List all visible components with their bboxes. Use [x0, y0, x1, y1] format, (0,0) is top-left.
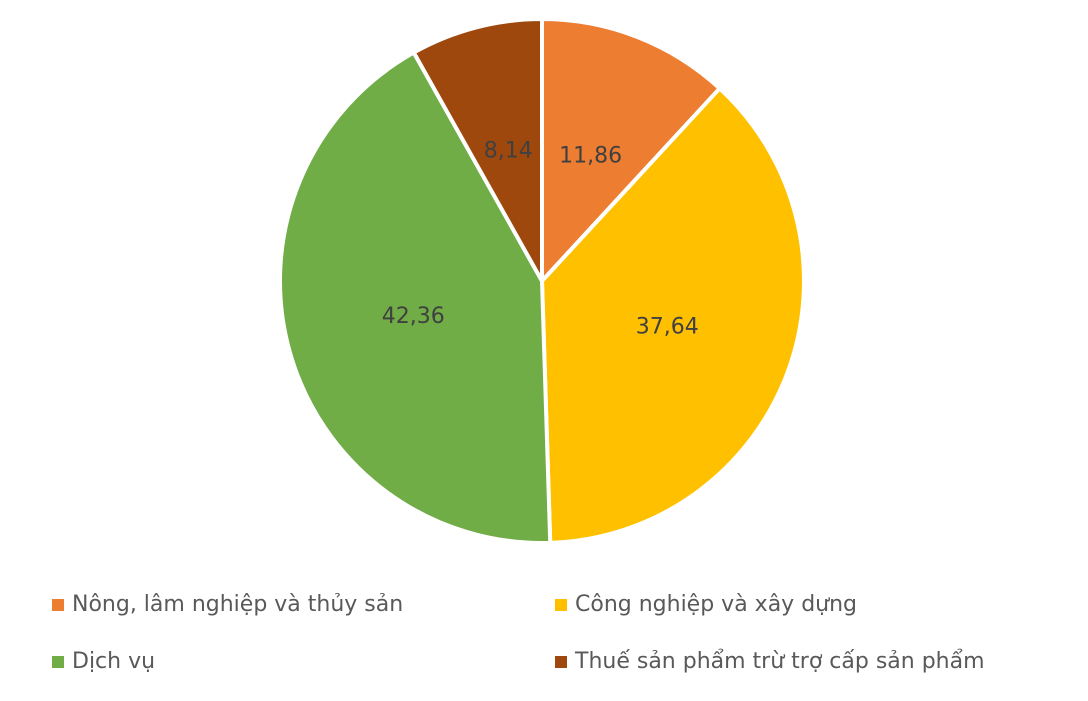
legend-label: Công nghiệp và xây dựng	[575, 592, 857, 617]
legend-marker	[52, 656, 64, 668]
data-label: 42,36	[382, 304, 445, 329]
data-label: 8,14	[484, 139, 533, 164]
pie-slice	[411, 16, 544, 289]
legend-label: Dịch vụ	[72, 649, 155, 674]
legend-label: Thuế sản phẩm trừ trợ cấp sản phẩm	[574, 649, 985, 674]
data-label: 37,64	[636, 315, 699, 340]
legend-marker	[555, 599, 567, 611]
legend-marker	[555, 656, 567, 668]
pie-slice	[278, 49, 553, 545]
legend-label: Nông, lâm nghiệp và thủy sản	[72, 592, 403, 617]
pie-slice	[539, 85, 806, 545]
legend-marker	[52, 599, 64, 611]
pie-slice	[540, 16, 723, 287]
data-label: 11,86	[559, 144, 622, 169]
